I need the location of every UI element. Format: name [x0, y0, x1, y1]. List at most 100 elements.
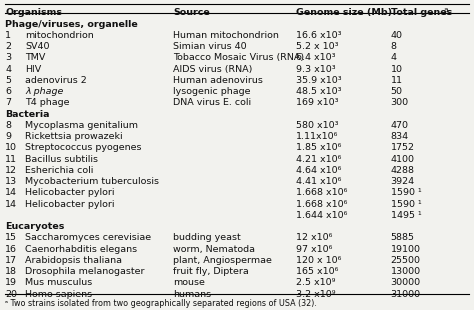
- Text: Arabidopsis thaliana: Arabidopsis thaliana: [25, 256, 122, 265]
- Text: 5885: 5885: [391, 233, 415, 242]
- Text: 1.85 x10⁶: 1.85 x10⁶: [296, 144, 341, 153]
- Text: 8: 8: [391, 42, 397, 51]
- Text: Source: Source: [173, 8, 210, 17]
- Text: 19: 19: [5, 278, 18, 287]
- Text: T4 phage: T4 phage: [25, 98, 70, 107]
- Text: 17: 17: [5, 256, 18, 265]
- Text: worm, Nematoda: worm, Nematoda: [173, 245, 255, 254]
- Text: humans: humans: [173, 290, 211, 299]
- Text: 3924: 3924: [391, 177, 415, 186]
- Text: 7: 7: [5, 98, 11, 107]
- Text: budding yeast: budding yeast: [173, 233, 241, 242]
- Text: 14: 14: [5, 200, 18, 209]
- Text: ᵃ Two strains isolated from two geographically separated regions of USA (32).: ᵃ Two strains isolated from two geograph…: [5, 299, 317, 308]
- Text: 580 x10³: 580 x10³: [296, 121, 338, 130]
- Text: Total genes: Total genes: [391, 8, 452, 17]
- Text: Human adenovirus: Human adenovirus: [173, 76, 263, 85]
- Text: 2: 2: [5, 42, 11, 51]
- Text: 1.11x10⁶: 1.11x10⁶: [296, 132, 338, 141]
- Text: 13: 13: [5, 177, 18, 186]
- Text: Phage/viruses, organelle: Phage/viruses, organelle: [5, 20, 138, 29]
- Text: 1: 1: [5, 31, 11, 40]
- Text: λ phage: λ phage: [25, 87, 64, 96]
- Text: 4100: 4100: [391, 155, 415, 164]
- Text: Mycoplasma genitalium: Mycoplasma genitalium: [25, 121, 138, 130]
- Text: lysogenic phage: lysogenic phage: [173, 87, 251, 96]
- Text: 12 x10⁶: 12 x10⁶: [296, 233, 332, 242]
- Text: 40: 40: [391, 31, 402, 40]
- Text: 2.5 x10⁹: 2.5 x10⁹: [296, 278, 336, 287]
- Text: Bacillus subtilis: Bacillus subtilis: [25, 155, 98, 164]
- Text: 5: 5: [5, 76, 11, 85]
- Text: Organisms: Organisms: [5, 8, 63, 17]
- Text: 18: 18: [5, 267, 18, 276]
- Text: Saccharomyces cerevisiae: Saccharomyces cerevisiae: [25, 233, 151, 242]
- Text: 14: 14: [5, 188, 18, 197]
- Text: DNA virus E. coli: DNA virus E. coli: [173, 98, 251, 107]
- Text: Tobacco Mosaic Virus (RNA): Tobacco Mosaic Virus (RNA): [173, 53, 304, 62]
- Text: 4.64 x10⁶: 4.64 x10⁶: [296, 166, 341, 175]
- Text: 10: 10: [391, 64, 402, 73]
- Text: 1.668 x10⁶: 1.668 x10⁶: [296, 188, 347, 197]
- Text: 11: 11: [5, 155, 18, 164]
- Text: 30000: 30000: [391, 278, 421, 287]
- Text: 4: 4: [391, 53, 397, 62]
- Text: Mycobacterium tuberculosis: Mycobacterium tuberculosis: [25, 177, 159, 186]
- Text: 6.4 x10³: 6.4 x10³: [296, 53, 336, 62]
- Text: Eucaryotes: Eucaryotes: [5, 222, 65, 231]
- Text: Helicobacter pylori: Helicobacter pylori: [25, 188, 115, 197]
- Text: Helicobacter pylori: Helicobacter pylori: [25, 200, 115, 209]
- Text: 9: 9: [5, 132, 11, 141]
- Text: plant, Angiospermae: plant, Angiospermae: [173, 256, 272, 265]
- Text: 1495 ¹: 1495 ¹: [391, 211, 421, 220]
- Text: Streptococcus pyogenes: Streptococcus pyogenes: [25, 144, 142, 153]
- Text: 9.3 x10³: 9.3 x10³: [296, 64, 336, 73]
- Text: Mus musculus: Mus musculus: [25, 278, 92, 287]
- Text: 12: 12: [5, 166, 18, 175]
- Text: AIDS virus (RNA): AIDS virus (RNA): [173, 64, 253, 73]
- Text: 20: 20: [5, 290, 18, 299]
- Text: Bacteria: Bacteria: [5, 110, 50, 119]
- Text: 1.668 x10⁶: 1.668 x10⁶: [296, 200, 347, 209]
- Text: 3.2 x10⁹: 3.2 x10⁹: [296, 290, 336, 299]
- Text: 10: 10: [5, 144, 18, 153]
- Text: adenovirus 2: adenovirus 2: [25, 76, 87, 85]
- Text: 300: 300: [391, 98, 409, 107]
- Text: 4288: 4288: [391, 166, 415, 175]
- Text: HIV: HIV: [25, 64, 42, 73]
- Text: 35.9 x10³: 35.9 x10³: [296, 76, 342, 85]
- Text: 4.21 x10⁶: 4.21 x10⁶: [296, 155, 341, 164]
- Text: Caenorhabditis elegans: Caenorhabditis elegans: [25, 245, 137, 254]
- Text: 15: 15: [5, 233, 18, 242]
- Text: fruit fly, Diptera: fruit fly, Diptera: [173, 267, 249, 276]
- Text: mouse: mouse: [173, 278, 205, 287]
- Text: 19100: 19100: [391, 245, 420, 254]
- Text: SV40: SV40: [25, 42, 50, 51]
- Text: 470: 470: [391, 121, 409, 130]
- Text: 8: 8: [5, 121, 11, 130]
- Text: Genome size (Mb): Genome size (Mb): [296, 8, 392, 17]
- Text: 31000: 31000: [391, 290, 421, 299]
- Text: 4.41 x10⁶: 4.41 x10⁶: [296, 177, 341, 186]
- Text: Simian virus 40: Simian virus 40: [173, 42, 247, 51]
- Text: 1590 ¹: 1590 ¹: [391, 200, 421, 209]
- Text: 13000: 13000: [391, 267, 421, 276]
- Text: 120 x 10⁶: 120 x 10⁶: [296, 256, 341, 265]
- Text: 50: 50: [391, 87, 402, 96]
- Text: 1590 ¹: 1590 ¹: [391, 188, 421, 197]
- Text: Homo sapiens: Homo sapiens: [25, 290, 92, 299]
- Text: 16.6 x10³: 16.6 x10³: [296, 31, 342, 40]
- Text: 6: 6: [5, 87, 11, 96]
- Text: 4: 4: [5, 64, 11, 73]
- Text: 97 x10⁶: 97 x10⁶: [296, 245, 332, 254]
- Text: 5.2 x 10³: 5.2 x 10³: [296, 42, 338, 51]
- Text: 48.5 x10³: 48.5 x10³: [296, 87, 342, 96]
- Text: 3: 3: [5, 53, 11, 62]
- Text: 16: 16: [5, 245, 18, 254]
- Text: Rickettsia prowazeki: Rickettsia prowazeki: [25, 132, 123, 141]
- Text: mitochondrion: mitochondrion: [25, 31, 94, 40]
- Text: 1752: 1752: [391, 144, 415, 153]
- Text: a: a: [444, 7, 448, 13]
- Text: Esherichia coli: Esherichia coli: [25, 166, 94, 175]
- Text: Human mitochondrion: Human mitochondrion: [173, 31, 279, 40]
